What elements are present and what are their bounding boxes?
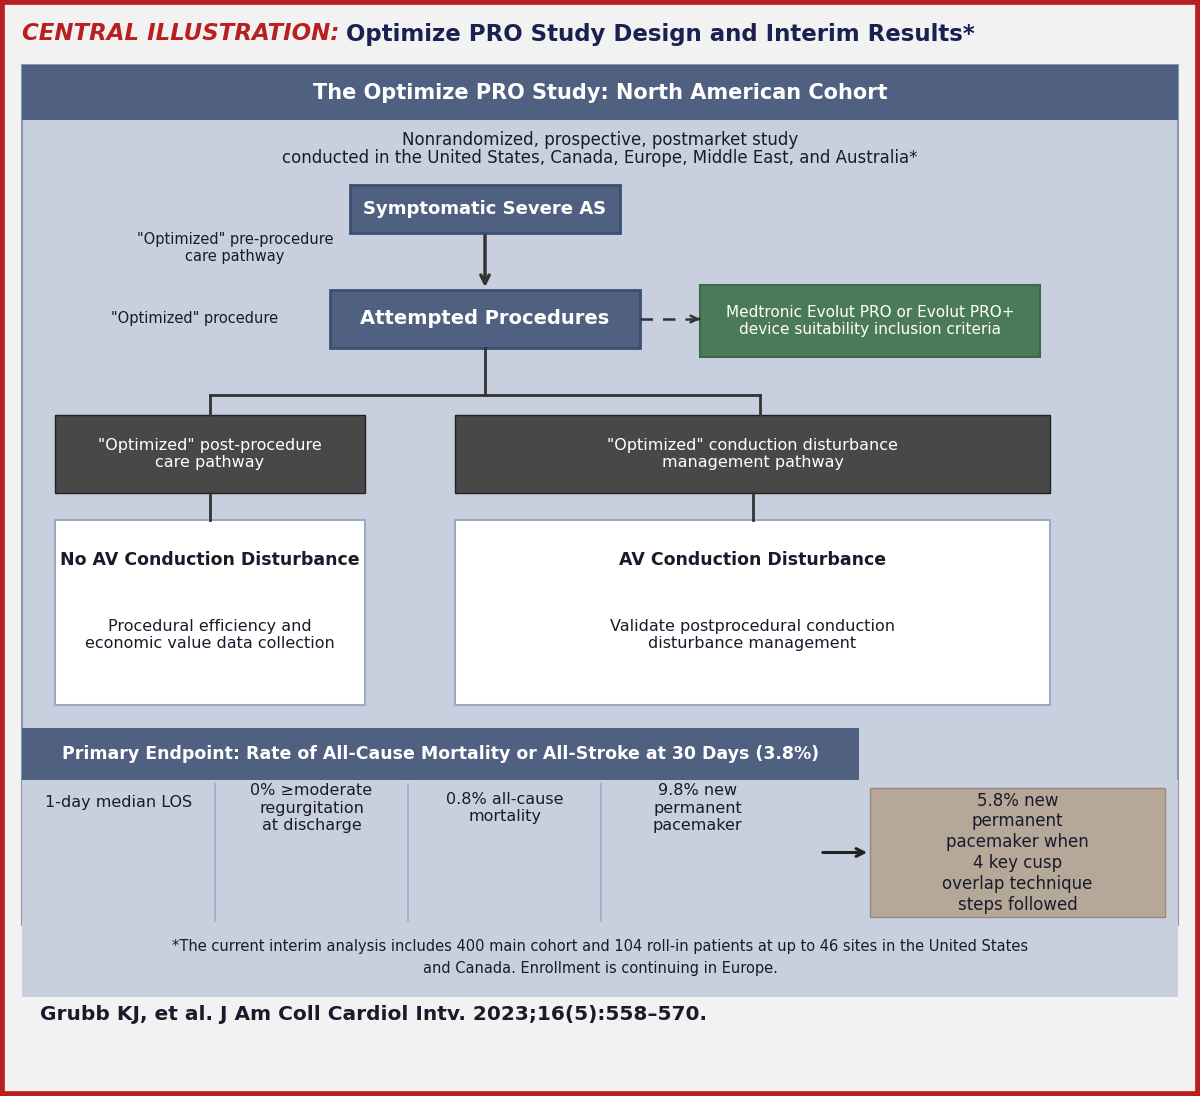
Text: "Optimized" conduction disturbance
management pathway: "Optimized" conduction disturbance manag…	[607, 437, 898, 470]
Bar	[22, 728, 859, 780]
Bar	[350, 185, 620, 233]
Text: Medtronic Evolut PRO or Evolut PRO+
device suitability inclusion criteria: Medtronic Evolut PRO or Evolut PRO+ devi…	[726, 305, 1014, 338]
Text: Procedural efficiency and
economic value data collection: Procedural efficiency and economic value…	[85, 619, 335, 651]
Text: No AV Conduction Disturbance: No AV Conduction Disturbance	[60, 551, 360, 569]
Bar	[22, 925, 1178, 997]
Text: "Optimized" pre-procedure
care pathway: "Optimized" pre-procedure care pathway	[137, 231, 334, 264]
Bar	[22, 65, 1178, 119]
Text: The Optimize PRO Study: North American Cohort: The Optimize PRO Study: North American C…	[313, 83, 887, 103]
Bar	[5, 5, 1195, 62]
Text: 0% ≥moderate
regurgitation
at discharge: 0% ≥moderate regurgitation at discharge	[251, 784, 372, 833]
Text: *The current interim analysis includes 400 main cohort and 104 roll-in patients : *The current interim analysis includes 4…	[172, 939, 1028, 955]
Text: Optimize PRO Study Design and Interim Results*: Optimize PRO Study Design and Interim Re…	[338, 23, 974, 46]
Text: 0.8% all-cause
mortality: 0.8% all-cause mortality	[445, 791, 563, 824]
Text: Attempted Procedures: Attempted Procedures	[360, 309, 610, 329]
Bar	[455, 520, 1050, 705]
Bar	[22, 65, 1178, 925]
Text: 5.8% new
permanent
pacemaker when
4 key cusp
overlap technique
steps followed: 5.8% new permanent pacemaker when 4 key …	[942, 791, 1093, 913]
Text: 1-day median LOS: 1-day median LOS	[44, 795, 192, 810]
Bar	[700, 285, 1040, 357]
Text: 9.8% new
permanent
pacemaker: 9.8% new permanent pacemaker	[653, 784, 743, 833]
Text: Grubb KJ, et al. J Am Coll Cardiol Intv. 2023;16(5):558–570.: Grubb KJ, et al. J Am Coll Cardiol Intv.…	[40, 1005, 707, 1025]
Bar	[55, 520, 365, 705]
Text: Validate postprocedural conduction
disturbance management: Validate postprocedural conduction distu…	[610, 619, 895, 651]
Text: AV Conduction Disturbance: AV Conduction Disturbance	[619, 551, 886, 569]
Text: CENTRAL ILLUSTRATION:: CENTRAL ILLUSTRATION:	[22, 23, 340, 46]
Bar	[55, 415, 365, 493]
Bar	[455, 415, 1050, 493]
Text: Symptomatic Severe AS: Symptomatic Severe AS	[364, 199, 606, 218]
Text: and Canada. Enrollment is continuing in Europe.: and Canada. Enrollment is continuing in …	[422, 960, 778, 975]
Bar	[22, 780, 1178, 925]
Text: Primary Endpoint: Rate of All-Cause Mortality or All-Stroke at 30 Days (3.8%): Primary Endpoint: Rate of All-Cause Mort…	[62, 745, 820, 763]
Text: "Optimized" procedure: "Optimized" procedure	[112, 311, 278, 327]
Text: "Optimized" post-procedure
care pathway: "Optimized" post-procedure care pathway	[98, 437, 322, 470]
Bar	[330, 290, 640, 349]
Text: conducted in the United States, Canada, Europe, Middle East, and Australia*: conducted in the United States, Canada, …	[282, 149, 918, 167]
Text: Nonrandomized, prospective, postmarket study: Nonrandomized, prospective, postmarket s…	[402, 132, 798, 149]
Bar	[870, 788, 1165, 917]
